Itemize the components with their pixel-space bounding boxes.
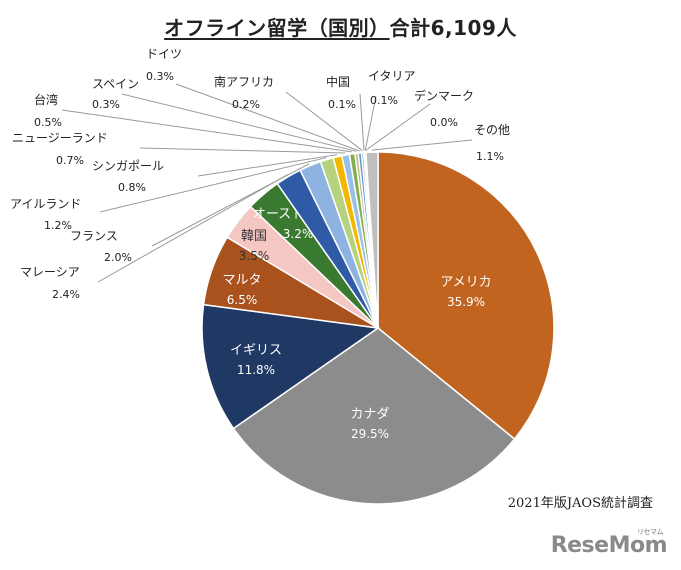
pie-slice-18 xyxy=(365,151,379,329)
slice-value-4: 3.5% xyxy=(239,249,270,263)
chart-title-total: 合計6,109人 xyxy=(389,16,517,40)
leader-line-11 xyxy=(61,109,352,153)
slice-label-12: スペイン xyxy=(92,77,139,91)
pie-slice-0 xyxy=(377,151,555,441)
slice-label-16: イタリア xyxy=(368,69,416,83)
leader-line-15 xyxy=(359,93,365,151)
slice-value-8: 1.2% xyxy=(44,219,72,232)
slice-label-15: 中国 xyxy=(326,74,350,89)
pie-slice-2 xyxy=(201,303,381,430)
leader-line-18 xyxy=(371,139,473,151)
slice-value-9: 0.8% xyxy=(118,181,146,194)
resemom-logo: ReseMom リセマム xyxy=(550,528,668,558)
leader-line-12 xyxy=(121,93,357,152)
leader-line-8 xyxy=(99,157,327,213)
slice-value-2: 11.8% xyxy=(237,363,275,377)
slice-label-13: ドイツ xyxy=(146,47,182,61)
source-note: 2021年版JAOS統計調査 xyxy=(507,496,653,511)
slice-label-8: アイルランド xyxy=(10,197,81,211)
slice-label-1: カナダ xyxy=(350,407,389,422)
slice-value-7: 2.0% xyxy=(104,251,132,264)
leader-line-17 xyxy=(365,103,431,151)
slice-value-16: 0.1% xyxy=(370,94,398,107)
slice-value-15: 0.1% xyxy=(328,98,356,111)
slice-value-12: 0.3% xyxy=(92,98,120,111)
slice-value-14: 0.2% xyxy=(232,98,260,111)
slice-value-0: 35.9% xyxy=(447,295,485,309)
slice-value-5: 3.2% xyxy=(283,227,314,241)
slice-label-0: アメリカ xyxy=(440,275,491,290)
leader-line-13 xyxy=(175,83,360,152)
slice-value-10: 0.7% xyxy=(56,154,84,167)
slice-label-3: マルタ xyxy=(222,273,261,288)
slice-value-1: 29.5% xyxy=(351,427,389,441)
slice-label-14: 南アフリカ xyxy=(214,74,274,89)
slice-value-6: 2.4% xyxy=(52,288,80,301)
slice-label-2: イギリス xyxy=(230,343,282,358)
slice-label-4: 韓国 xyxy=(241,229,267,244)
pie-slice-1 xyxy=(232,327,516,505)
leader-line-14 xyxy=(285,91,363,152)
chart-title-main: オフライン留学（国別） xyxy=(164,16,390,40)
leader-line-10 xyxy=(139,147,346,154)
chart-title: オフライン留学（国別）合計6,109人 xyxy=(0,12,681,41)
slice-label-18: その他 xyxy=(474,123,510,137)
leader-line-9 xyxy=(197,154,338,177)
slice-value-3: 6.5% xyxy=(227,293,258,307)
slice-label-11: 台湾 xyxy=(34,92,58,107)
slice-value-13: 0.3% xyxy=(146,70,174,83)
slice-label-17: デンマーク xyxy=(414,88,474,103)
slice-value-11: 0.5% xyxy=(34,116,62,129)
slice-label-6: マレーシア xyxy=(20,265,80,279)
slice-label-7: フランス xyxy=(70,229,118,243)
slice-label-10: ニュージーランド xyxy=(12,131,108,145)
slice-label-9: シンガポール xyxy=(92,159,164,173)
slice-value-18: 1.1% xyxy=(476,150,504,163)
leader-line-16 xyxy=(364,95,377,151)
leader-line-6 xyxy=(97,174,288,283)
slice-value-17: 0.0% xyxy=(430,116,458,129)
logo-text: ReseMom xyxy=(550,533,668,558)
logo-sub: リセマム xyxy=(637,528,664,536)
